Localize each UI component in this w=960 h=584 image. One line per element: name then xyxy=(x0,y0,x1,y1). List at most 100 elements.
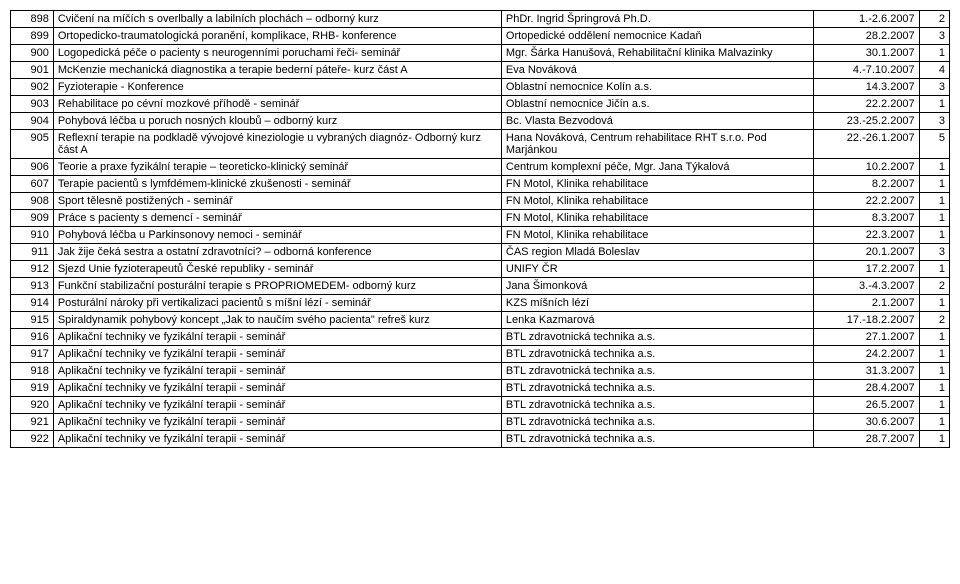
date: 28.2.2007 xyxy=(814,28,919,45)
table-row: 917Aplikační techniky ve fyzikální terap… xyxy=(11,346,950,363)
data-table: 898Cvičení na míčích s overlbally a labi… xyxy=(10,10,950,448)
credits: 1 xyxy=(919,329,949,346)
date: 28.4.2007 xyxy=(814,380,919,397)
table-row: 908Sport tělesně postižených - seminářFN… xyxy=(11,193,950,210)
row-number: 913 xyxy=(11,278,54,295)
row-number: 910 xyxy=(11,227,54,244)
credits: 1 xyxy=(919,363,949,380)
table-row: 901McKenzie mechanická diagnostika a ter… xyxy=(11,62,950,79)
date: 31.3.2007 xyxy=(814,363,919,380)
table-row: 914Posturální nároky při vertikalizaci p… xyxy=(11,295,950,312)
table-row: 906Teorie a praxe fyzikální terapie – te… xyxy=(11,159,950,176)
date: 4.-7.10.2007 xyxy=(814,62,919,79)
organizer: BTL zdravotnická technika a.s. xyxy=(501,363,813,380)
date: 17.2.2007 xyxy=(814,261,919,278)
row-number: 909 xyxy=(11,210,54,227)
organizer: BTL zdravotnická technika a.s. xyxy=(501,380,813,397)
date: 28.7.2007 xyxy=(814,431,919,448)
course-name: Aplikační techniky ve fyzikální terapii … xyxy=(53,329,501,346)
course-name: Aplikační techniky ve fyzikální terapii … xyxy=(53,380,501,397)
credits: 5 xyxy=(919,130,949,159)
credits: 1 xyxy=(919,159,949,176)
organizer: Oblastní nemocnice Jičín a.s. xyxy=(501,96,813,113)
row-number: 906 xyxy=(11,159,54,176)
credits: 1 xyxy=(919,431,949,448)
date: 20.1.2007 xyxy=(814,244,919,261)
date: 2.1.2007 xyxy=(814,295,919,312)
organizer: BTL zdravotnická technika a.s. xyxy=(501,346,813,363)
date: 10.2.2007 xyxy=(814,159,919,176)
course-name: Posturální nároky při vertikalizaci paci… xyxy=(53,295,501,312)
credits: 1 xyxy=(919,380,949,397)
table-row: 902Fyzioterapie - KonferenceOblastní nem… xyxy=(11,79,950,96)
row-number: 898 xyxy=(11,11,54,28)
organizer: Bc. Vlasta Bezvodová xyxy=(501,113,813,130)
credits: 2 xyxy=(919,278,949,295)
organizer: BTL zdravotnická technika a.s. xyxy=(501,397,813,414)
table-row: 904Pohybová léčba u poruch nosných kloub… xyxy=(11,113,950,130)
course-name: Fyzioterapie - Konference xyxy=(53,79,501,96)
course-name: Jak žije čeká sestra a ostatní zdravotní… xyxy=(53,244,501,261)
table-row: 916Aplikační techniky ve fyzikální terap… xyxy=(11,329,950,346)
table-row: 898Cvičení na míčích s overlbally a labi… xyxy=(11,11,950,28)
credits: 1 xyxy=(919,261,949,278)
credits: 1 xyxy=(919,414,949,431)
row-number: 914 xyxy=(11,295,54,312)
organizer: PhDr. Ingrid Špringrová Ph.D. xyxy=(501,11,813,28)
organizer: BTL zdravotnická technika a.s. xyxy=(501,329,813,346)
credits: 1 xyxy=(919,295,949,312)
date: 1.-2.6.2007 xyxy=(814,11,919,28)
course-name: Pohybová léčba u Parkinsonovy nemoci - s… xyxy=(53,227,501,244)
table-row: 922Aplikační techniky ve fyzikální terap… xyxy=(11,431,950,448)
row-number: 899 xyxy=(11,28,54,45)
table-row: 918Aplikační techniky ve fyzikální terap… xyxy=(11,363,950,380)
table-row: 899Ortopedicko-traumatologická poranění,… xyxy=(11,28,950,45)
table-row: 903Rehabilitace po cévní mozkové příhodě… xyxy=(11,96,950,113)
organizer: FN Motol, Klinika rehabilitace xyxy=(501,193,813,210)
credits: 1 xyxy=(919,45,949,62)
credits: 3 xyxy=(919,113,949,130)
credits: 1 xyxy=(919,397,949,414)
date: 22.-26.1.2007 xyxy=(814,130,919,159)
credits: 4 xyxy=(919,62,949,79)
table-row: 913Funkční stabilizační posturální terap… xyxy=(11,278,950,295)
course-name: Práce s pacienty s demencí - seminář xyxy=(53,210,501,227)
organizer: FN Motol, Klinika rehabilitace xyxy=(501,227,813,244)
row-number: 904 xyxy=(11,113,54,130)
credits: 3 xyxy=(919,244,949,261)
table-row: 900Logopedická péče o pacienty s neuroge… xyxy=(11,45,950,62)
organizer: KZS míšních lézí xyxy=(501,295,813,312)
credits: 3 xyxy=(919,79,949,96)
organizer: FN Motol, Klinika rehabilitace xyxy=(501,176,813,193)
course-name: Rehabilitace po cévní mozkové příhodě - … xyxy=(53,96,501,113)
course-name: McKenzie mechanická diagnostika a terapi… xyxy=(53,62,501,79)
organizer: BTL zdravotnická technika a.s. xyxy=(501,414,813,431)
table-row: 607Terapie pacientů s lymfdémem-klinické… xyxy=(11,176,950,193)
organizer: ČAS region Mladá Boleslav xyxy=(501,244,813,261)
credits: 1 xyxy=(919,227,949,244)
table-row: 910Pohybová léčba u Parkinsonovy nemoci … xyxy=(11,227,950,244)
table-row: 920Aplikační techniky ve fyzikální terap… xyxy=(11,397,950,414)
row-number: 902 xyxy=(11,79,54,96)
date: 27.1.2007 xyxy=(814,329,919,346)
date: 30.1.2007 xyxy=(814,45,919,62)
row-number: 900 xyxy=(11,45,54,62)
date: 17.-18.2.2007 xyxy=(814,312,919,329)
credits: 1 xyxy=(919,346,949,363)
table-row: 909Práce s pacienty s demencí - seminářF… xyxy=(11,210,950,227)
date: 23.-25.2.2007 xyxy=(814,113,919,130)
date: 8.3.2007 xyxy=(814,210,919,227)
credits: 1 xyxy=(919,210,949,227)
organizer: Mgr. Šárka Hanušová, Rehabilitační klini… xyxy=(501,45,813,62)
row-number: 916 xyxy=(11,329,54,346)
row-number: 912 xyxy=(11,261,54,278)
row-number: 919 xyxy=(11,380,54,397)
organizer: UNIFY ČR xyxy=(501,261,813,278)
date: 24.2.2007 xyxy=(814,346,919,363)
organizer: Eva Nováková xyxy=(501,62,813,79)
row-number: 918 xyxy=(11,363,54,380)
row-number: 921 xyxy=(11,414,54,431)
course-name: Cvičení na míčích s overlbally a labilní… xyxy=(53,11,501,28)
organizer: Ortopedické oddělení nemocnice Kadaň xyxy=(501,28,813,45)
course-name: Logopedická péče o pacienty s neurogenní… xyxy=(53,45,501,62)
